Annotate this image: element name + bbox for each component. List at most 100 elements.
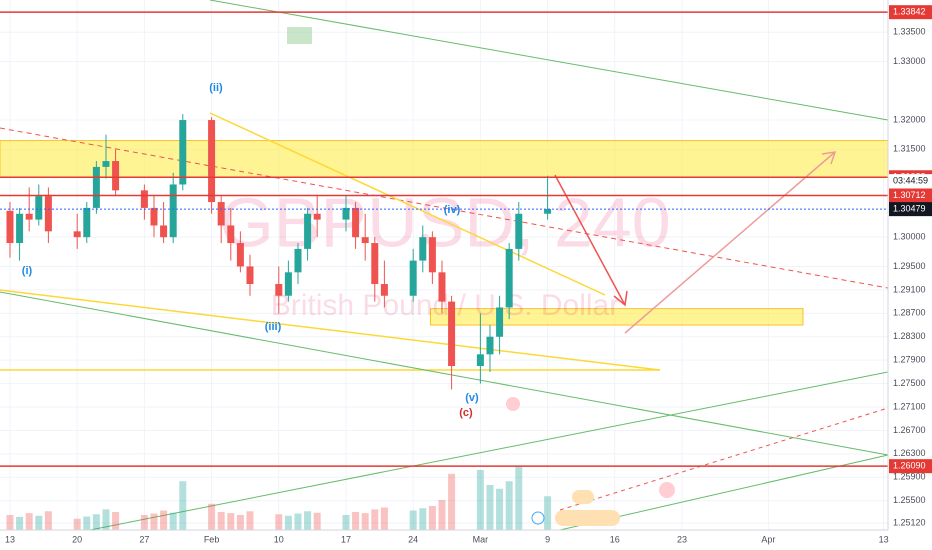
candle-body (496, 307, 504, 337)
event-icons[interactable] (555, 510, 620, 526)
x-tick-label: 24 (408, 534, 418, 544)
y-tick-label: 1.26300 (893, 448, 926, 458)
y-tick-label: 1.29100 (893, 284, 926, 294)
icon[interactable] (287, 27, 312, 44)
volume-bar (476, 470, 484, 530)
volume-bar (419, 508, 427, 530)
volume-bar (92, 514, 100, 530)
candles (6, 114, 552, 390)
countdown-tag (889, 174, 932, 188)
x-tick-label: 9 (545, 534, 550, 544)
volume-bar (505, 481, 513, 530)
x-tick-label: 27 (139, 534, 149, 544)
wave-labels: (ii) (i) (iii) (iv) (v) (c) (22, 82, 479, 419)
volume-bar (227, 513, 235, 530)
candle-body (150, 207, 158, 226)
y-tick-label: 1.31500 (893, 144, 926, 154)
trend-line (89, 371, 889, 531)
y-tick-label: 1.32000 (893, 114, 926, 124)
volume-bar (246, 511, 254, 530)
arrow-head (821, 151, 837, 165)
candle-body (486, 336, 494, 355)
candle-body (380, 284, 388, 296)
volume-bar (112, 512, 120, 530)
candle-body (102, 161, 110, 167)
candle-body (419, 237, 427, 261)
candle-body (371, 243, 379, 285)
candle-body (448, 301, 456, 367)
x-tick-label: 10 (274, 534, 284, 544)
trend-line (0, 291, 889, 456)
candle-body (160, 225, 168, 238)
volume-bar (102, 509, 110, 530)
volume-bar (275, 514, 283, 530)
y-tick-label: 1.28300 (893, 331, 926, 341)
price-tag-label: 1.30712 (893, 190, 926, 200)
candle-body (409, 260, 417, 296)
icon[interactable] (531, 511, 545, 525)
volume-bar (208, 503, 216, 530)
zone (0, 140, 889, 178)
x-tick-label: 20 (72, 534, 82, 544)
volume-bar (448, 473, 456, 530)
x-tick-label: 13 (5, 534, 15, 544)
axis-labels: 1.33500 1.33000 1.32000 1.31500 1.30000 1.295… (5, 5, 932, 544)
candle-body (438, 272, 446, 302)
x-tick-label: Mar (473, 534, 489, 544)
y-tick-label: 1.27500 (893, 378, 926, 388)
candle-body (44, 196, 52, 232)
wave-label: (i) (22, 265, 33, 277)
candle-body (208, 120, 216, 203)
candle-body (304, 213, 312, 249)
icon[interactable] (506, 397, 520, 411)
candle-body (83, 207, 91, 238)
candle-body (6, 210, 14, 244)
candle-body (505, 248, 513, 308)
wave-label: (ii) (209, 82, 223, 94)
volume-bar (486, 485, 494, 530)
grid (0, 0, 888, 530)
candle-body (476, 354, 484, 367)
candle-body (179, 120, 187, 185)
wave-label: (v) (465, 392, 479, 404)
volume-bar (352, 512, 360, 530)
wave-label: (c) (459, 407, 473, 419)
trend-line (0, 289, 661, 371)
volume-bar (217, 512, 225, 530)
trend-line (209, 112, 606, 296)
trend-line (559, 407, 889, 511)
time-axis (0, 530, 932, 550)
wave-label: (iv) (444, 204, 461, 216)
zone (429, 308, 804, 326)
y-tick-label: 1.28700 (893, 308, 926, 318)
volume-bar (284, 515, 292, 530)
volume-bar (236, 515, 244, 530)
candle-body (35, 196, 43, 220)
price-tag-label: 1.26090 (893, 461, 926, 471)
candle-body (169, 184, 177, 238)
candle-body (515, 213, 523, 249)
price-axis (888, 0, 932, 550)
arrow-head (613, 290, 628, 307)
volume-bar (361, 513, 369, 530)
volume-bar (371, 509, 379, 530)
candle-body (428, 237, 436, 273)
event-icons[interactable] (572, 490, 594, 504)
price-tag-label: 1.30479 (893, 204, 926, 214)
volume-bar (73, 518, 81, 530)
candle-body (294, 248, 302, 273)
volume-bar (313, 512, 321, 530)
x-tick-label: 13 (879, 534, 889, 544)
price-tag (889, 459, 932, 474)
volume-bar (380, 507, 388, 530)
icon[interactable] (659, 482, 675, 498)
volume-bar (160, 510, 168, 530)
volume-bar (496, 488, 504, 530)
y-tick-label: 1.33000 (893, 56, 926, 66)
volume-bar (83, 516, 91, 530)
trend-line (209, 0, 889, 121)
x-tick-label: Apr (761, 534, 775, 544)
volume-bar (25, 513, 33, 530)
candle-body (352, 207, 360, 238)
